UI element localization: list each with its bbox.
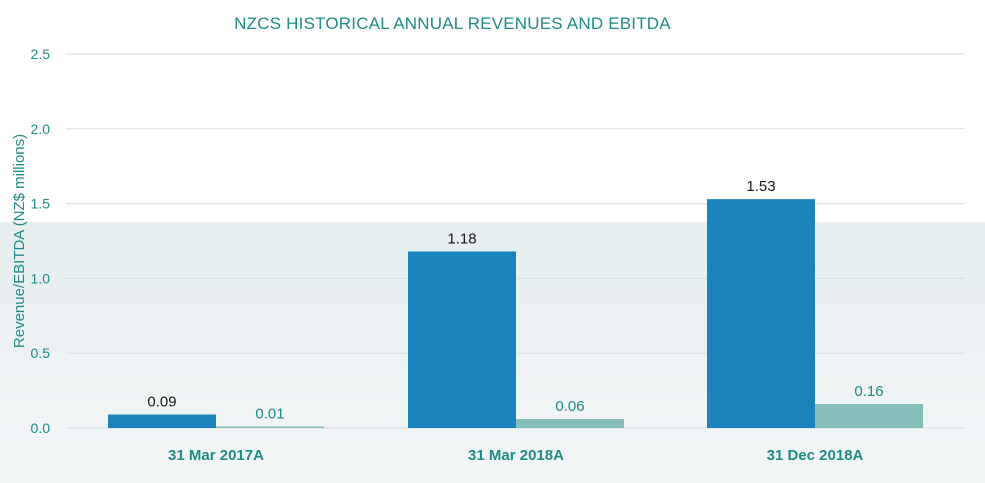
- ebitda-bar: [216, 426, 324, 428]
- ebitda-bar: [815, 404, 923, 428]
- y-tick-label: 0.5: [31, 345, 51, 361]
- y-tick-label: 2.0: [31, 121, 51, 137]
- x-tick-label: 31 Mar 2018A: [468, 447, 564, 464]
- y-tick-label: 1.5: [31, 196, 51, 212]
- revenue-bar: [707, 199, 815, 428]
- y-axis-label: Revenue/EBITDA (NZ$ millions): [11, 134, 28, 348]
- chart-title: NZCS HISTORICAL ANNUAL REVENUES AND EBIT…: [234, 14, 671, 33]
- y-tick-label: 2.5: [31, 46, 51, 62]
- revenue-bar: [408, 251, 516, 428]
- data-label: 0.09: [147, 394, 176, 411]
- data-label: 0.06: [555, 398, 584, 415]
- data-label: 0.01: [255, 406, 284, 423]
- ebitda-bar: [516, 419, 624, 428]
- y-tick-label: 0.0: [31, 420, 51, 436]
- data-label: 1.53: [746, 178, 775, 195]
- revenue-bar: [108, 414, 216, 428]
- data-label: 0.16: [854, 383, 883, 400]
- x-tick-label: 31 Dec 2018A: [767, 447, 864, 464]
- data-label: 1.18: [447, 230, 476, 247]
- y-tick-label: 1.0: [31, 270, 51, 286]
- x-tick-label: 31 Mar 2017A: [168, 447, 264, 464]
